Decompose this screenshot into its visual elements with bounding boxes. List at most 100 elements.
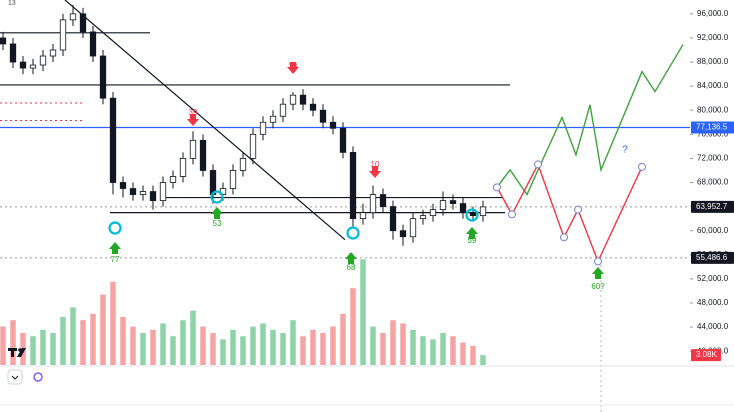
candle-body: [159, 182, 167, 201]
chevron: [11, 375, 19, 380]
candle-body: [269, 115, 277, 123]
volume-layer: [0, 259, 486, 365]
arrow-up: [345, 252, 357, 264]
volume-bar: [310, 329, 316, 365]
candle-body: [0, 37, 7, 45]
volume-bar: [30, 336, 36, 365]
candle-body: [79, 13, 87, 33]
candle-body: [429, 209, 437, 217]
annotation-label: 10: [371, 160, 380, 169]
candle-body: [49, 49, 57, 57]
circle: [210, 190, 224, 204]
circle: [465, 208, 479, 222]
candle-body: [239, 158, 247, 171]
candle-body: [19, 61, 27, 69]
candle-body: [259, 121, 267, 135]
arrow-down: [369, 166, 381, 178]
candle-body: [299, 94, 307, 105]
price-tag-label: 55,486.6: [696, 253, 728, 262]
arrow-up: [466, 227, 478, 239]
candle-body: [89, 31, 97, 57]
annotation-label: 68: [347, 263, 356, 272]
volume-bar: [360, 259, 366, 365]
volume-bar: [120, 316, 126, 365]
circle: [108, 221, 122, 235]
volume-bar: [70, 307, 76, 365]
candle-body: [459, 203, 467, 214]
projection-point: [560, 233, 568, 242]
candle-body: [469, 212, 477, 217]
volume-bar: [230, 329, 236, 365]
volume-bar: [480, 355, 486, 365]
volume-tag: [691, 349, 721, 362]
arrow-up: [109, 242, 121, 254]
volume-bar: [280, 332, 286, 365]
annotations-layer: 38 39 10 77 53 68 59 60??: [109, 62, 628, 291]
candle-body: [369, 194, 377, 214]
logo-part: [17, 348, 26, 357]
candle-body: [199, 139, 207, 171]
price-tag: [691, 121, 734, 134]
volume-bar: [300, 336, 306, 365]
y-tick-label: 88,000.0: [697, 57, 729, 66]
y-tick-label: 52,000.0: [697, 274, 729, 283]
candle-body: [479, 206, 487, 217]
volume-bar: [60, 316, 66, 365]
y-tick-label: 84,000.0: [697, 81, 729, 90]
annotation-label: 59: [468, 236, 477, 245]
logo: [8, 348, 26, 357]
volume-bar: [470, 345, 476, 365]
candle-body: [189, 139, 197, 159]
volume-bar: [400, 323, 406, 365]
volume-bar: [410, 329, 416, 365]
y-tick-label: 96,000.0: [697, 9, 729, 18]
volume-bar: [170, 336, 176, 365]
volume-bar: [0, 326, 6, 365]
volume-bar: [10, 320, 16, 365]
volume-bar: [180, 320, 186, 365]
y-tick-label: 92,000.0: [697, 33, 729, 42]
replay-button[interactable]: [33, 372, 43, 382]
candle-body: [179, 158, 187, 177]
volume-bar: [450, 336, 456, 365]
volume-bar: [210, 332, 216, 365]
candle-body: [379, 194, 387, 207]
volume-bar: [430, 339, 436, 365]
projection-line: [496, 44, 684, 196]
volume-bar: [420, 336, 426, 365]
annotation-label: 38: [289, 62, 298, 71]
y-tick-label: 44,000.0: [697, 322, 729, 331]
annotation-label: 77: [111, 255, 120, 264]
candle-body: [359, 212, 367, 220]
price-tag: [691, 200, 734, 213]
trend-line: [64, 0, 346, 241]
arrow-up: [592, 267, 604, 279]
volume-bar: [130, 326, 136, 365]
price-tag-label: 77,136.5: [696, 123, 728, 132]
candle-body: [339, 127, 347, 153]
price-tag: [691, 251, 734, 264]
volume-bar: [90, 313, 96, 365]
candle-body: [99, 55, 107, 99]
volume-bar: [440, 332, 446, 365]
collapse-button[interactable]: [7, 369, 23, 385]
candle-body: [329, 121, 337, 129]
candle-body: [399, 230, 407, 238]
candle-body: [109, 97, 117, 183]
price-tag-label: 63,952.7: [696, 202, 728, 211]
candles-layer: [0, 4, 487, 246]
projection-point: [594, 257, 602, 266]
candle-body: [9, 43, 17, 63]
candle-body: [169, 176, 177, 183]
volume-bar: [340, 313, 346, 365]
volume-bar: [140, 332, 146, 365]
y-tick-label: 60,000.0: [697, 226, 729, 235]
annotation-label: 60?: [591, 282, 605, 291]
interval-label: 13: [8, 0, 16, 7]
projection-point: [493, 183, 501, 192]
volume-bar: [290, 320, 296, 365]
price-axis: [690, 0, 734, 366]
volume-bar: [370, 326, 376, 365]
candle-body: [29, 64, 37, 69]
volume-bar: [320, 332, 326, 365]
